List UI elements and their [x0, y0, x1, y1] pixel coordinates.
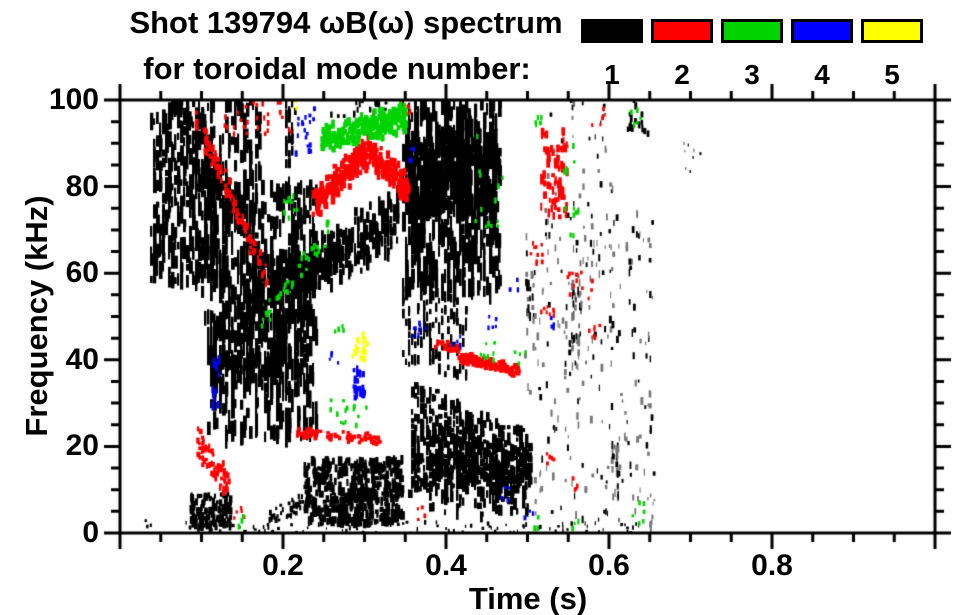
legend-label-mode-4: 4: [814, 59, 830, 90]
legend-label-mode-5: 5: [884, 59, 900, 90]
chart-title-line-1: Shot 139794 ωB(ω) spectrum: [129, 5, 563, 40]
legend-label-mode-1: 1: [604, 59, 620, 90]
y-tick-label-100: 100: [48, 83, 99, 116]
legend-swatch-mode-1: [581, 19, 643, 43]
x-axis-title: Time (s): [468, 581, 588, 615]
y-tick-label-80: 80: [65, 169, 99, 203]
x-tick-label-0.2: 0.2: [262, 549, 304, 582]
legend-swatch-mode-4: [791, 19, 853, 43]
y-axis-title: Frequency (kHz): [19, 195, 54, 437]
legend-swatch-mode-2: [651, 19, 713, 43]
x-tick-label-0.6: 0.6: [588, 549, 630, 582]
legend-label-mode-3: 3: [744, 59, 760, 90]
x-tick-label-0.8: 0.8: [751, 549, 793, 582]
x-tick-label-0.4: 0.4: [425, 549, 467, 582]
chart-title-line-2: for toroidal mode number:: [143, 51, 531, 86]
y-tick-label-40: 40: [65, 342, 99, 376]
legend-swatch-mode-3: [721, 19, 783, 43]
y-tick-label-60: 60: [65, 256, 99, 290]
y-tick-label-0: 0: [82, 516, 99, 549]
y-tick-label-20: 20: [65, 429, 99, 463]
legend-swatch-mode-5: [861, 19, 923, 43]
legend-label-mode-2: 2: [674, 59, 690, 90]
